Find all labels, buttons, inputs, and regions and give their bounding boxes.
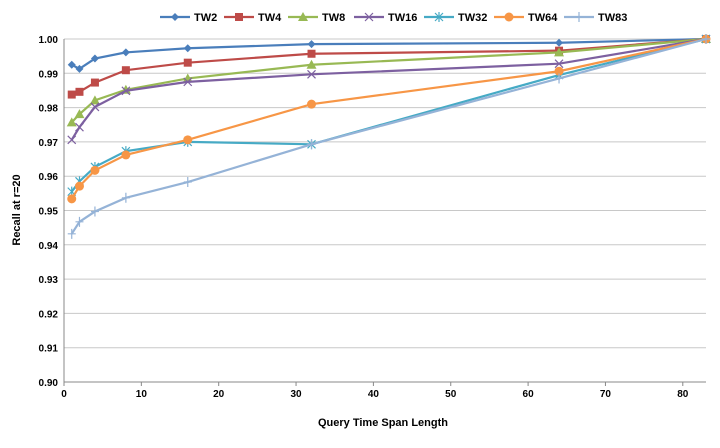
- marker-asterisk: [434, 12, 444, 22]
- marker-plus: [183, 177, 192, 188]
- marker-triangle: [66, 117, 77, 127]
- marker-plus: [121, 192, 130, 203]
- marker-plus: [575, 12, 583, 22]
- marker-square: [235, 13, 243, 21]
- marker-diamond: [90, 54, 99, 63]
- y-tick-label: 0.92: [39, 309, 59, 320]
- y-tick-label: 1.00: [39, 35, 59, 46]
- marker-square: [75, 87, 84, 96]
- legend-item: TW64: [494, 12, 558, 24]
- marker-plus: [75, 216, 84, 227]
- legend-label: TW8: [322, 12, 345, 24]
- y-axis-label: Recall at r=20: [11, 174, 23, 245]
- x-tick-label: 60: [523, 389, 535, 400]
- x-tick-label: 50: [445, 389, 457, 400]
- series-tw8: [66, 34, 711, 127]
- y-tick-label: 0.95: [39, 207, 59, 218]
- marker-circle: [67, 194, 77, 204]
- marker-square: [67, 90, 76, 99]
- x-tick-label: 80: [677, 389, 689, 400]
- series-line: [70, 37, 707, 235]
- marker-x: [183, 77, 193, 87]
- marker-diamond: [67, 60, 76, 69]
- marker-circle: [307, 99, 317, 109]
- marker-x: [75, 122, 84, 132]
- y-tick-label: 0.93: [39, 275, 59, 286]
- x-tick-label: 20: [213, 389, 225, 400]
- legend-label: TW4: [258, 12, 282, 24]
- marker-diamond: [121, 48, 130, 57]
- legend-item: TW16: [354, 12, 417, 24]
- marker-x: [554, 59, 564, 69]
- marker-diamond: [171, 13, 179, 21]
- marker-x: [364, 12, 374, 22]
- series-tw2: [67, 35, 710, 73]
- legend-label: TW64: [528, 12, 558, 24]
- y-tick-label: 0.90: [39, 378, 59, 389]
- marker-triangle: [554, 47, 565, 57]
- x-axis-label: Query Time Span Length: [318, 417, 448, 429]
- series-group: [66, 34, 711, 239]
- marker-diamond: [555, 38, 564, 47]
- x-tick-label: 30: [290, 389, 302, 400]
- legend-item: TW32: [424, 12, 487, 24]
- legend-label: TW32: [458, 12, 487, 24]
- legend-label: TW83: [598, 12, 627, 24]
- marker-x: [121, 86, 131, 96]
- x-tick-label: 40: [368, 389, 380, 400]
- marker-x: [307, 69, 316, 79]
- marker-square: [90, 78, 99, 87]
- gridlines: [64, 38, 706, 383]
- marker-triangle: [298, 12, 308, 21]
- x-tick-label: 0: [61, 389, 67, 400]
- marker-diamond: [75, 64, 84, 73]
- legend-label: TW16: [388, 12, 417, 24]
- marker-square: [121, 66, 130, 75]
- x-tick-label: 70: [600, 389, 612, 400]
- marker-plus: [555, 73, 564, 84]
- marker-square: [307, 49, 316, 58]
- y-tick-label: 0.98: [39, 104, 59, 115]
- series-tw83: [67, 34, 710, 239]
- marker-circle: [90, 165, 100, 175]
- marker-plus: [307, 139, 316, 150]
- marker-triangle: [74, 109, 85, 119]
- marker-diamond: [307, 40, 316, 49]
- marker-circle: [554, 66, 564, 76]
- axes: 0.90 0.91 0.92 0.93 0.94 0.95 0.96 0.97 0.98 0.99…: [39, 35, 706, 400]
- y-tick-label: 0.97: [39, 138, 59, 149]
- marker-plus: [67, 228, 76, 239]
- legend-label: TW2: [194, 12, 217, 24]
- marker-circle: [121, 150, 131, 160]
- y-tick-label: 0.96: [39, 172, 59, 183]
- marker-circle: [183, 135, 193, 145]
- y-tick-label: 0.94: [39, 241, 59, 252]
- legend-item: TW83: [564, 12, 627, 24]
- series-tw16: [67, 34, 711, 145]
- marker-triangle: [306, 59, 317, 69]
- marker-x: [67, 135, 77, 145]
- marker-triangle: [89, 95, 100, 105]
- series-line: [71, 37, 707, 71]
- legend-item: TW2: [160, 12, 217, 24]
- y-tick-label: 0.99: [39, 69, 59, 80]
- legend-item: TW4: [224, 12, 282, 24]
- marker-diamond: [183, 44, 192, 53]
- y-tick-label: 0.91: [39, 344, 59, 355]
- legend-item: TW8: [288, 12, 345, 24]
- marker-x: [90, 102, 100, 112]
- marker-circle: [74, 181, 84, 191]
- marker-square: [183, 58, 192, 67]
- series-line: [70, 37, 707, 124]
- series-tw64: [67, 34, 711, 204]
- marker-plus: [702, 34, 710, 44]
- legend: TW2 TW4 TW8 TW16 TW32 TW64 TW83: [160, 12, 627, 24]
- x-tick-label: 10: [136, 389, 148, 400]
- marker-plus: [90, 206, 99, 217]
- marker-circle: [504, 12, 514, 22]
